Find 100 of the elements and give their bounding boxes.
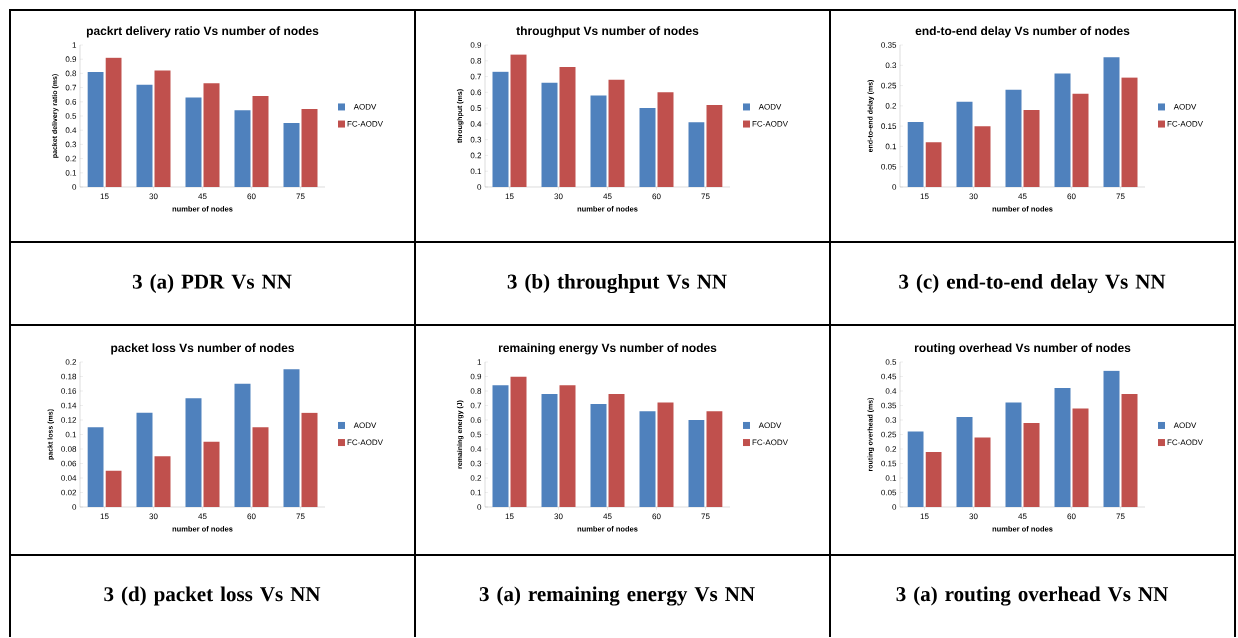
y-tick-label: 0.7 (65, 84, 77, 91)
legend-label: AODV (353, 422, 377, 429)
x-tick-label: 75 (1116, 193, 1125, 200)
legend-label: AODV (758, 422, 782, 429)
x-tick-label: 30 (554, 513, 563, 520)
y-tick-label: 0.9 (65, 56, 77, 63)
y-tick-label: 0.1 (885, 475, 897, 481)
chart-title: packrt delivery ratio Vs number of nodes (86, 26, 319, 38)
y-tick-label: 0.04 (61, 475, 77, 481)
y-tick-label: 0.08 (61, 446, 77, 452)
y-tick-label: 0.6 (470, 89, 482, 96)
bar (234, 383, 251, 507)
y-tick-label: 0.15 (881, 123, 897, 129)
text: 3 (a) remaining energy Vs NN (479, 586, 755, 606)
y-tick-label: 0.2 (470, 475, 482, 481)
y-tick-label: 0.3 (65, 141, 77, 148)
y-tick-label: 0.5 (470, 431, 482, 438)
x-tick-label: 30 (554, 193, 563, 200)
y-tick-label: 0 (72, 184, 77, 190)
bar (1023, 109, 1040, 187)
bar (706, 411, 723, 507)
y-tick-label: 0.8 (470, 57, 482, 64)
bar (657, 402, 674, 507)
x-tick-label: 75 (296, 513, 305, 520)
y-tick-label: 0.35 (881, 42, 897, 48)
x-tick-label: 60 (652, 513, 661, 520)
y-tick-label: 0 (892, 504, 897, 510)
y-tick-label: 0.3 (470, 136, 482, 143)
y-tick-label: 0.45 (881, 373, 897, 380)
bar (234, 110, 251, 187)
x-tick-label: 45 (198, 193, 207, 200)
y-tick-label: 0.4 (65, 127, 77, 134)
bar (559, 385, 576, 507)
y-tick-label: 0.3 (885, 417, 897, 423)
bar (1103, 57, 1120, 187)
bar (301, 108, 318, 187)
bar (925, 451, 942, 507)
bar (1103, 370, 1120, 507)
y-tick-label: 0.2 (65, 359, 77, 365)
bar (185, 398, 202, 507)
y-tick-label: 0.1 (65, 431, 77, 438)
y-tick-label: 0.7 (470, 73, 482, 80)
y-tick-label: 0.12 (61, 417, 77, 423)
bar (608, 393, 625, 507)
bar (105, 57, 122, 187)
bar (492, 71, 509, 187)
y-tick-label: 0.15 (881, 460, 897, 467)
legend-label: FC-AODV (752, 121, 788, 127)
y-tick-label: 0.8 (470, 388, 482, 394)
y-tick-label: 0.06 (61, 460, 77, 467)
text: 3 (c) end-to-end delay Vs NN (899, 273, 1166, 294)
legend-label: FC-AODV (1167, 121, 1203, 127)
x-tick-label: 60 (652, 193, 661, 200)
x-tick-label: 15 (920, 513, 929, 520)
bar (925, 142, 942, 187)
y-tick-label: 0 (477, 184, 482, 190)
x-tick-label: 60 (247, 193, 256, 200)
bar (907, 122, 924, 187)
y-tick-label: 0.05 (881, 163, 897, 170)
text: 3 (a) PDR Vs NN (132, 273, 292, 294)
bar (105, 470, 122, 507)
bar (510, 376, 527, 507)
x-tick-label: 75 (701, 513, 710, 520)
legend-label: FC-AODV (1167, 439, 1203, 446)
y-tick-label: 0.1 (470, 489, 482, 496)
y-tick-label: 0.2 (470, 152, 482, 159)
y-tick-label: 0.05 (881, 489, 897, 496)
y-tick-label: 0.4 (885, 388, 897, 394)
x-tick-label: 15 (920, 193, 929, 200)
bar (492, 385, 509, 507)
bar (688, 420, 705, 507)
x-tick-label: 45 (1018, 193, 1027, 200)
y-tick-label: 0.4 (470, 121, 482, 127)
y-tick-label: 0.14 (61, 402, 77, 409)
y-tick-label: 0.7 (470, 402, 482, 409)
bar (185, 97, 202, 187)
bar (541, 393, 558, 507)
x-tick-label: 15 (100, 513, 109, 520)
bar (1072, 93, 1089, 187)
bar (590, 95, 607, 187)
x-tick-label: 45 (603, 193, 612, 200)
bar (657, 92, 674, 187)
legend-label: FC-AODV (752, 439, 788, 446)
x-tick-label: 75 (701, 193, 710, 200)
text: 3 (b) throughput Vs NN (507, 273, 727, 294)
legend-label: AODV (758, 103, 782, 110)
y-tick-label: 0.1 (470, 168, 482, 175)
y-tick-label: 0.6 (65, 98, 77, 105)
bar (203, 83, 220, 187)
x-tick-label: 15 (505, 513, 514, 520)
bar (87, 427, 104, 507)
bar (154, 456, 171, 507)
y-tick-label: 0.3 (885, 62, 897, 69)
x-tick-label: 60 (247, 513, 256, 520)
chart-title: routing overhead Vs number of nodes (914, 343, 1131, 355)
bar (136, 412, 153, 507)
bar (1005, 402, 1022, 507)
bar (706, 104, 723, 187)
x-tick-label: 60 (1067, 513, 1076, 520)
chart-title: packet loss Vs number of nodes (111, 343, 295, 355)
